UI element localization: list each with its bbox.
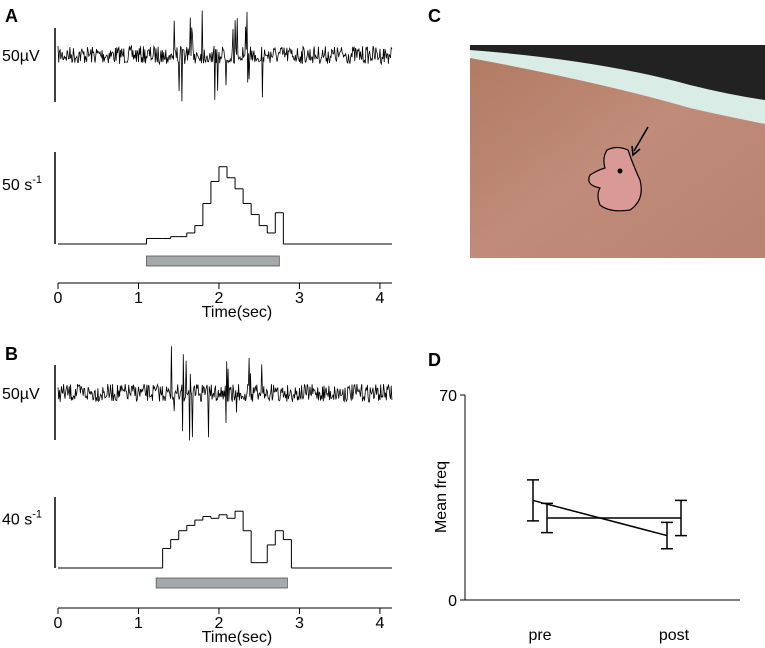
x-axis-label: Time(sec): [202, 629, 273, 646]
arrow: [633, 126, 649, 152]
rate-scale-text: 50 s: [2, 177, 32, 194]
x-tick-label: 0: [54, 615, 63, 632]
raw-scale-label: 50µV: [2, 386, 40, 403]
error-bar: [527, 479, 539, 522]
error-bar: [541, 502, 553, 534]
rate-scale-label: 50 s-1: [2, 174, 42, 194]
panel-label: C: [428, 6, 441, 26]
stimulus-bar: [146, 255, 280, 267]
rate-scale-exponent: -1: [32, 174, 42, 186]
raw-trace: [57, 10, 393, 102]
rate-scale-exponent: -1: [32, 509, 42, 521]
rate-scale-label: 40 s-1: [2, 509, 42, 529]
x-axis-label: Time(sec): [202, 304, 273, 321]
x-tick-label: 1: [134, 290, 143, 307]
panel-label: A: [5, 6, 18, 26]
x-tick-label: 0: [54, 290, 63, 307]
error-bar: [675, 499, 687, 537]
raw-scale-label: 50µV: [2, 48, 40, 65]
x-tick-label: post: [659, 627, 690, 644]
y-tick-label: 70: [439, 388, 457, 405]
error-bar: [661, 521, 673, 550]
x-tick-label: 2: [215, 290, 224, 307]
panel-label: B: [5, 344, 18, 364]
panel-label: D: [428, 350, 441, 370]
sheet: [470, 50, 765, 124]
x-tick-label: 3: [295, 615, 304, 632]
photo-panel: C: [428, 6, 765, 258]
rate-scale-text: 40 s: [2, 512, 32, 529]
x-tick-label: 1: [134, 615, 143, 632]
x-tick-label: 4: [375, 615, 384, 632]
lesion-outline: [588, 146, 642, 212]
y-axis-label: Mean freq: [433, 461, 450, 533]
lesion-dot: [617, 168, 623, 174]
x-tick-label: 2: [215, 615, 224, 632]
y-tick-label: 0: [448, 593, 457, 610]
x-tick-label: 3: [295, 290, 304, 307]
stimulus-bar: [155, 577, 288, 589]
arrow-head: [631, 145, 641, 157]
x-tick-label: pre: [528, 627, 551, 644]
x-tick-label: 4: [375, 290, 384, 307]
raw-trace: [57, 346, 393, 441]
